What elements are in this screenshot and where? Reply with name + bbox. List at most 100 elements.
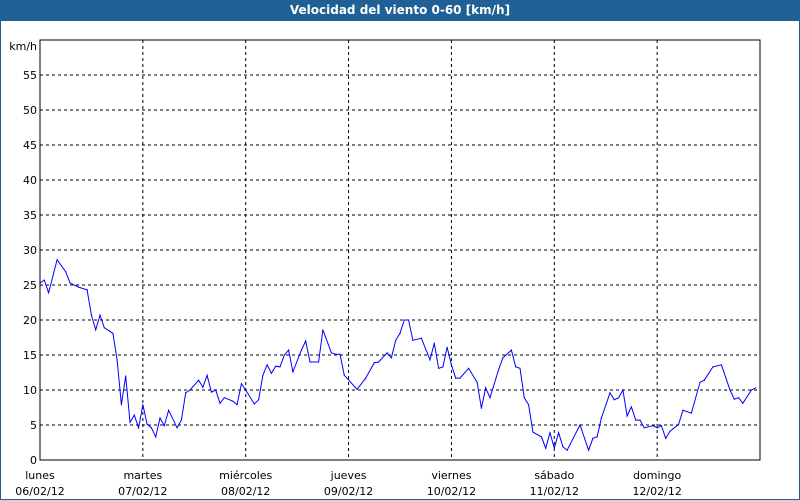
x-tick-day: miércoles: [219, 469, 272, 482]
data-point: [215, 389, 217, 391]
x-tick-day: lunes: [25, 469, 55, 482]
data-point: [510, 349, 513, 351]
data-point: [600, 417, 603, 419]
data-point: [540, 436, 543, 438]
data-point: [652, 425, 654, 427]
data-point: [755, 387, 757, 389]
data-point: [587, 449, 590, 451]
data-point: [485, 387, 487, 389]
data-point: [47, 292, 50, 294]
data-point: [202, 386, 204, 388]
data-point: [592, 437, 594, 439]
data-point: [90, 314, 93, 316]
data-point: [99, 314, 101, 316]
data-point: [65, 271, 67, 273]
data-point: [189, 389, 191, 391]
data-point: [373, 362, 375, 364]
data-point: [626, 415, 628, 417]
x-tick-date: 09/02/12: [324, 485, 373, 498]
data-point: [429, 359, 431, 361]
data-point: [365, 377, 367, 379]
data-point: [283, 354, 285, 356]
data-point: [236, 404, 238, 406]
data-point: [566, 449, 568, 451]
data-point: [403, 319, 405, 321]
data-point: [292, 371, 294, 373]
data-point: [120, 404, 123, 406]
data-point: [515, 366, 517, 368]
chart-title: Velocidad del viento 0-60 [km/h]: [0, 0, 800, 21]
data-point: [262, 374, 264, 376]
data-point: [467, 367, 470, 369]
data-point: [532, 431, 534, 433]
data-point: [167, 409, 170, 411]
data-point: [519, 367, 521, 369]
data-point: [455, 377, 457, 379]
data-point: [317, 361, 320, 363]
x-tick-date: 07/02/12: [118, 485, 167, 498]
data-point: [386, 352, 388, 354]
data-point: [562, 446, 564, 448]
data-point: [330, 352, 333, 354]
data-point: [549, 432, 551, 434]
data-point: [497, 369, 500, 371]
data-point: [163, 425, 165, 427]
data-point: [420, 337, 423, 339]
data-point: [502, 357, 504, 359]
data-point: [185, 392, 187, 394]
data-point: [412, 339, 414, 341]
data-point: [133, 414, 135, 416]
data-point: [437, 367, 440, 369]
data-point: [103, 327, 105, 329]
data-point: [69, 282, 71, 284]
data-point: [159, 417, 161, 419]
data-point: [489, 397, 491, 399]
data-point: [125, 375, 127, 377]
data-point: [309, 361, 311, 363]
data-point: [257, 399, 260, 401]
data-point: [545, 447, 547, 449]
x-tick-day: martes: [123, 469, 162, 482]
data-point: [459, 377, 461, 379]
data-point: [219, 402, 221, 404]
x-tick-day: jueves: [330, 469, 367, 482]
data-point: [150, 427, 153, 429]
data-point: [703, 379, 705, 381]
x-tick-date: 12/02/12: [632, 485, 681, 498]
y-tick-label: 40: [23, 174, 37, 187]
data-point: [690, 412, 693, 414]
data-point: [86, 289, 88, 291]
data-point: [527, 404, 530, 406]
data-point: [596, 436, 598, 438]
data-point: [155, 436, 157, 438]
data-point: [720, 364, 723, 366]
y-tick-label: 55: [23, 69, 37, 82]
data-point: [112, 332, 114, 334]
data-point: [275, 365, 277, 367]
data-point: [223, 397, 225, 399]
data-point: [339, 353, 341, 355]
data-point: [335, 353, 337, 355]
x-tick-date: 10/02/12: [427, 485, 476, 498]
data-point: [279, 366, 281, 368]
data-point: [712, 366, 714, 368]
data-point: [43, 279, 45, 281]
y-tick-label: 45: [23, 139, 37, 152]
data-point: [270, 372, 273, 374]
data-point: [245, 389, 247, 391]
data-point: [253, 403, 255, 405]
data-point: [395, 339, 397, 341]
data-point: [476, 381, 478, 383]
data-point: [750, 389, 753, 391]
y-axis-label: km/h: [9, 40, 37, 53]
data-point: [266, 364, 268, 366]
x-tick-day: sábado: [534, 469, 574, 482]
data-point: [142, 404, 144, 406]
data-point: [206, 374, 208, 376]
data-point: [137, 427, 140, 429]
data-point: [197, 379, 200, 381]
data-point: [56, 259, 58, 261]
data-point: [176, 427, 178, 429]
data-point: [622, 389, 624, 391]
data-point: [480, 407, 483, 409]
